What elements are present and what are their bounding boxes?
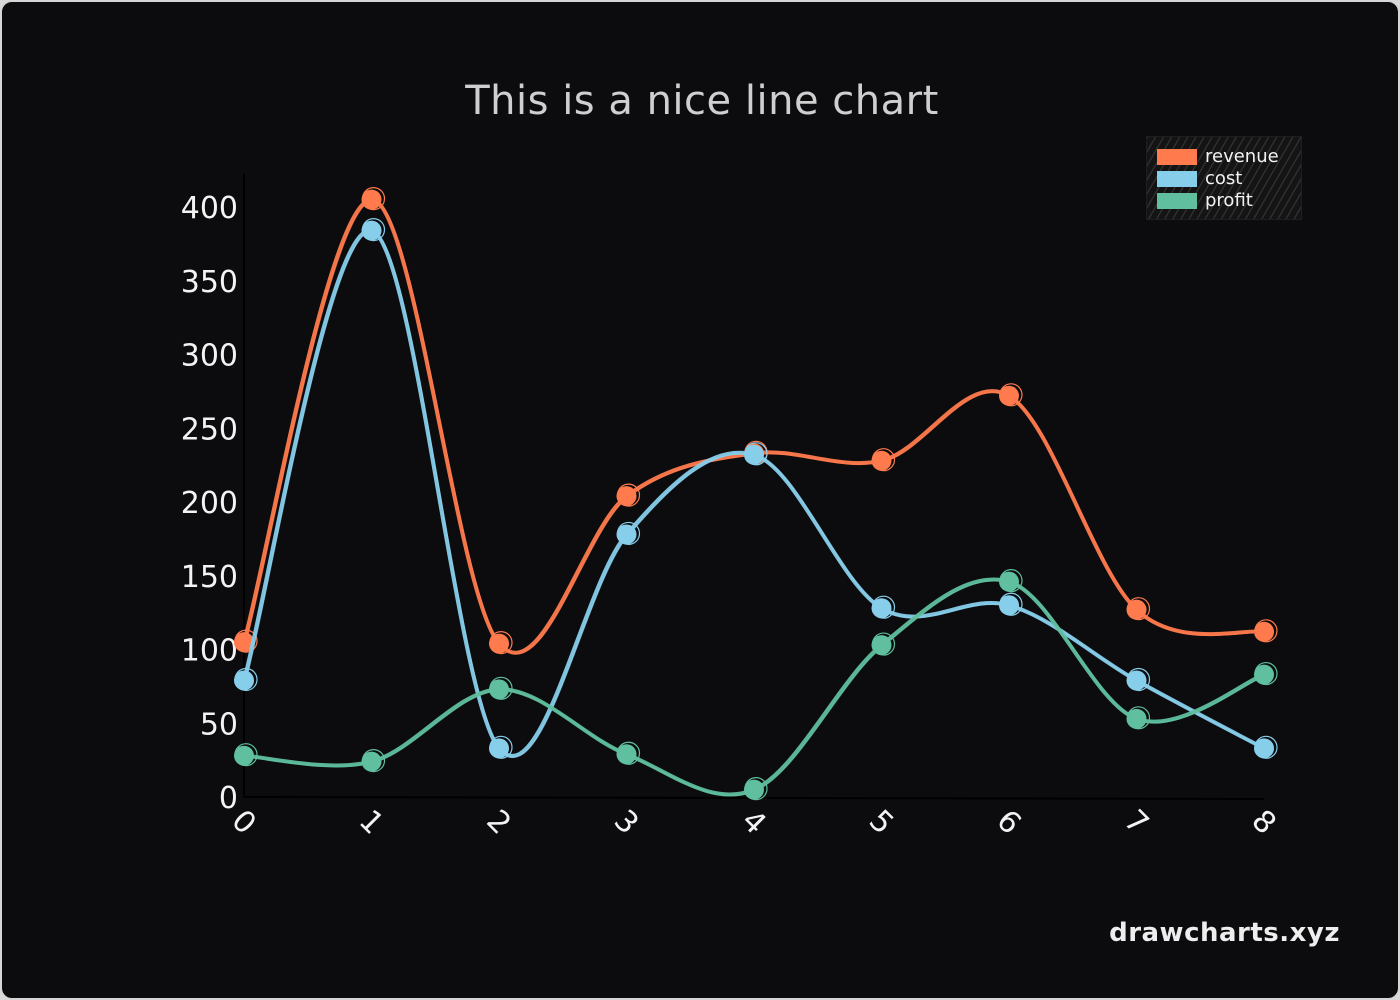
y-tick-label: 200 xyxy=(181,486,238,521)
revenue-point-marker[interactable] xyxy=(616,486,637,507)
legend-swatch-profit xyxy=(1157,193,1197,209)
profit-point-marker[interactable] xyxy=(871,635,892,656)
revenue-point-marker[interactable] xyxy=(1254,621,1274,642)
revenue-point-marker[interactable] xyxy=(1126,599,1147,620)
watermark-link: drawcharts.xyz xyxy=(1109,918,1340,948)
cost-point-marker[interactable] xyxy=(234,670,254,691)
chart-legend: revenue cost profit xyxy=(1146,136,1302,220)
profit-point-marker[interactable] xyxy=(489,679,509,700)
profit-point-marker[interactable] xyxy=(1126,708,1147,729)
revenue-point-marker[interactable] xyxy=(999,385,1019,406)
series-cost xyxy=(234,218,1278,759)
cost-point-marker[interactable] xyxy=(744,444,764,465)
cost-point-marker[interactable] xyxy=(1126,670,1147,691)
chart-axes xyxy=(243,174,1265,800)
chart-series-lines xyxy=(234,187,1278,801)
x-tick-label: 1 xyxy=(352,803,390,841)
profit-point-marker[interactable] xyxy=(999,571,1019,592)
y-tick-label: 0 xyxy=(219,781,238,816)
profit-point-marker[interactable] xyxy=(1254,664,1274,685)
legend-swatch-cost xyxy=(1157,171,1197,187)
cost-point-marker[interactable] xyxy=(999,595,1019,616)
profit-point-marker[interactable] xyxy=(234,745,254,766)
revenue-point-marker[interactable] xyxy=(234,632,254,653)
y-tick-label: 50 xyxy=(200,707,238,742)
y-tick-label: 150 xyxy=(181,560,238,595)
cost-point-marker[interactable] xyxy=(489,738,509,759)
cost-point-marker[interactable] xyxy=(871,598,892,619)
legend-item-profit: profit xyxy=(1157,191,1253,211)
x-tick-label: 5 xyxy=(862,803,900,841)
y-tick-label: 100 xyxy=(181,634,238,669)
legend-item-revenue: revenue xyxy=(1157,147,1279,167)
legend-item-cost: cost xyxy=(1157,169,1242,189)
profit-line xyxy=(242,577,1266,797)
legend-label: cost xyxy=(1205,168,1243,189)
profit-point-marker[interactable] xyxy=(361,751,382,772)
legend-label: profit xyxy=(1205,190,1253,211)
cost-point-marker[interactable] xyxy=(616,524,637,545)
profit-point-marker[interactable] xyxy=(616,744,637,765)
y-tick-label: 400 xyxy=(181,191,238,226)
series-profit xyxy=(234,569,1278,801)
x-tick-label: 7 xyxy=(1117,803,1155,841)
profit-point-marker[interactable] xyxy=(744,779,764,800)
y-tick-label: 250 xyxy=(181,412,238,447)
x-tick-label: 6 xyxy=(990,803,1028,841)
x-tick-label: 3 xyxy=(607,803,645,841)
revenue-line xyxy=(242,197,1266,655)
y-tick-label: 350 xyxy=(181,265,238,300)
legend-swatch-revenue xyxy=(1157,149,1197,165)
revenue-point-marker[interactable] xyxy=(489,633,509,654)
x-tick-label: 2 xyxy=(480,803,518,841)
cost-line xyxy=(242,228,1266,758)
revenue-point-marker[interactable] xyxy=(361,189,382,210)
cost-point-marker[interactable] xyxy=(361,220,382,241)
chart-title: This is a nice line chart xyxy=(465,78,939,124)
cost-point-marker[interactable] xyxy=(1254,738,1274,759)
y-tick-label: 300 xyxy=(181,339,238,374)
legend-label: revenue xyxy=(1205,146,1279,167)
revenue-point-marker[interactable] xyxy=(871,450,892,471)
y-axis-ticks: 0 50 100 150 200 250 300 350 400 xyxy=(181,191,238,816)
x-tick-label: 4 xyxy=(735,803,773,841)
x-tick-label: 8 xyxy=(1245,803,1283,841)
